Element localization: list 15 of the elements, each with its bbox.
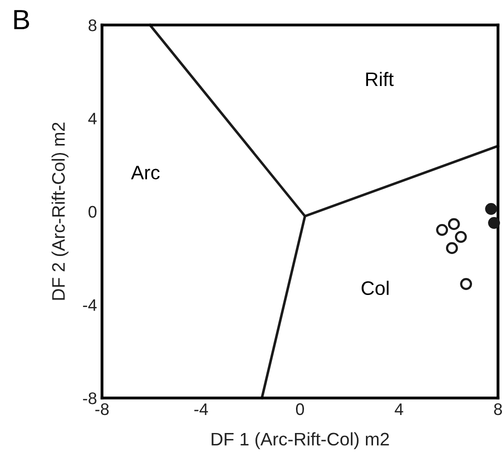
x-tick-label: 4	[394, 403, 404, 415]
x-tick-label: -4	[194, 403, 208, 415]
annotation: Rift	[366, 72, 394, 86]
y-tick-label: -8	[83, 392, 96, 404]
annotation: Col	[362, 280, 389, 296]
x-axis-title: DF 1 (Arc-Rift-Col) m2	[212, 432, 389, 450]
y-tick-label: -4	[83, 299, 97, 311]
y-tick-label: 8	[88, 19, 96, 32]
x-tick-label: 8	[494, 403, 502, 416]
x-tick-label: 0	[296, 403, 304, 416]
annotation: Arc	[131, 166, 160, 180]
y-tick-label: 0	[88, 206, 96, 218]
y-tick-label: 4	[88, 112, 97, 124]
y-axis-title: DF 2 (Arc-Rift-Col) m2	[52, 122, 68, 300]
chart-title: B	[14, 10, 30, 30]
